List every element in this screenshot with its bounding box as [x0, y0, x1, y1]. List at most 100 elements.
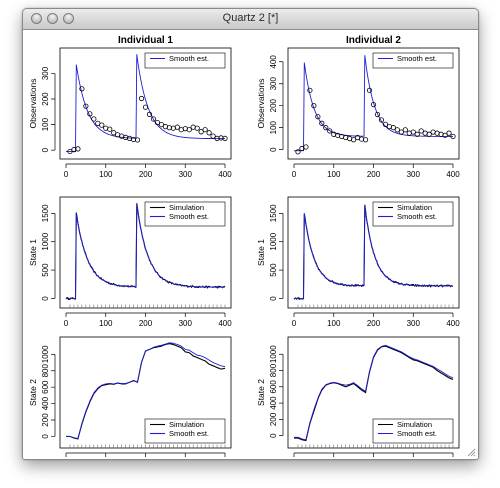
- plot-frame: [287, 47, 460, 160]
- observation-point: [198, 129, 204, 135]
- y-tick-label: 200: [269, 98, 278, 112]
- x-tick-label: 100: [99, 319, 113, 328]
- minimize-circle-icon[interactable]: [47, 13, 58, 24]
- observation-point: [351, 137, 357, 143]
- observation-point: [323, 125, 329, 131]
- column-title: Individual 1: [118, 35, 173, 46]
- x-tick-label: 300: [407, 170, 421, 179]
- y-tick-label: 800: [41, 364, 50, 378]
- title-bar[interactable]: Quartz 2 [*]: [23, 9, 478, 30]
- y-tick-label: 500: [269, 263, 278, 277]
- y-axis-label: State 1: [256, 239, 266, 266]
- observation-point: [410, 129, 416, 135]
- smooth-estimate-line: [65, 203, 226, 300]
- smooth-estimate-line: [294, 344, 454, 441]
- legend-box: [372, 52, 454, 69]
- y-axis-label: Observations: [28, 78, 38, 128]
- legend-label: Smooth est.: [169, 212, 209, 221]
- observation-point: [390, 125, 396, 131]
- y-tick-label: 0: [41, 296, 50, 301]
- observation-point: [111, 130, 117, 136]
- close-circle-icon[interactable]: [31, 13, 42, 24]
- observation-point: [362, 137, 369, 143]
- observation-point: [378, 117, 385, 123]
- observation-point: [158, 121, 164, 128]
- y-tick-label: 300: [41, 66, 50, 80]
- legend-label: Smooth est.: [169, 429, 209, 438]
- zoom-circle-icon[interactable]: [63, 13, 74, 24]
- x-tick-label: 300: [179, 319, 193, 328]
- quartz-window: Quartz 2 [*] Individual 1 Individual 2 0 10…: [22, 8, 479, 460]
- observation-point: [426, 131, 432, 137]
- observation-point: [366, 87, 373, 93]
- observation-point: [307, 87, 313, 93]
- observation-point: [150, 116, 157, 122]
- observation-point: [418, 128, 424, 134]
- y-tick-label: 0: [41, 147, 50, 152]
- legend-box: [372, 201, 454, 227]
- resize-grip-icon[interactable]: [466, 447, 476, 457]
- observation-point: [79, 86, 85, 92]
- x-tick-label: 300: [179, 170, 193, 179]
- observation-point: [83, 103, 89, 109]
- y-tick-label: 800: [269, 363, 278, 377]
- column-title: Individual 2: [346, 35, 401, 46]
- y-tick-label: 1000: [41, 232, 50, 250]
- y-tick-label: 1000: [269, 345, 278, 363]
- observation-point: [414, 131, 420, 137]
- legend-label: Simulation: [397, 420, 432, 429]
- smooth-estimate-line: [293, 205, 454, 300]
- observation-point: [382, 121, 389, 127]
- x-tick-label: 400: [446, 170, 460, 179]
- legend-box: [144, 52, 226, 69]
- observation-point: [442, 132, 448, 138]
- y-axis-label: Observations: [256, 78, 266, 128]
- x-tick-label: 0: [64, 319, 69, 328]
- y-tick-label: 1500: [41, 204, 50, 222]
- x-tick-label: 300: [407, 319, 421, 328]
- x-tick-label: 200: [139, 319, 153, 328]
- y-axis-label: State 2: [28, 379, 38, 406]
- observation-point: [194, 125, 200, 131]
- observation-point: [315, 114, 321, 120]
- x-tick-label: 400: [218, 319, 232, 328]
- y-tick-label: 400: [269, 396, 278, 410]
- x-tick-label: 0: [64, 170, 69, 179]
- legend-label: Simulation: [169, 203, 204, 212]
- y-axis-label: State 2: [256, 379, 266, 406]
- observation-point: [91, 116, 97, 122]
- smooth-estimate-line: [66, 342, 226, 440]
- legend-box: [144, 201, 226, 227]
- observation-point: [202, 127, 208, 133]
- x-tick-label: 100: [327, 319, 341, 328]
- observation-point: [319, 120, 325, 126]
- y-tick-label: 1000: [269, 232, 278, 250]
- legend-label: Smooth est.: [169, 54, 209, 63]
- y-tick-label: 100: [41, 117, 50, 131]
- observation-point: [146, 111, 153, 117]
- plot-frame: [59, 47, 232, 160]
- y-axis-label: State 1: [28, 239, 38, 266]
- x-tick-label: 100: [99, 170, 113, 179]
- x-tick-label: 200: [367, 319, 381, 328]
- observation-point: [154, 119, 161, 126]
- y-tick-label: 100: [269, 120, 278, 134]
- y-tick-label: 200: [269, 412, 278, 426]
- legend-label: Simulation: [169, 420, 204, 429]
- legend-box: [372, 418, 454, 444]
- observation-point: [303, 144, 309, 150]
- observation-point: [134, 137, 141, 143]
- observation-point: [398, 129, 404, 135]
- observation-point: [138, 95, 145, 102]
- x-tick-label: 0: [292, 319, 297, 328]
- smooth-estimate-line: [66, 54, 225, 152]
- observation-point: [311, 103, 317, 109]
- y-tick-label: 400: [41, 396, 50, 410]
- legend-label: Smooth est.: [397, 429, 437, 438]
- legend-label: Smooth est.: [397, 212, 437, 221]
- y-tick-label: 1000: [41, 345, 50, 363]
- observation-point: [87, 111, 93, 117]
- y-tick-label: 300: [269, 77, 278, 91]
- x-tick-label: 200: [139, 170, 153, 179]
- x-tick-label: 0: [292, 170, 297, 179]
